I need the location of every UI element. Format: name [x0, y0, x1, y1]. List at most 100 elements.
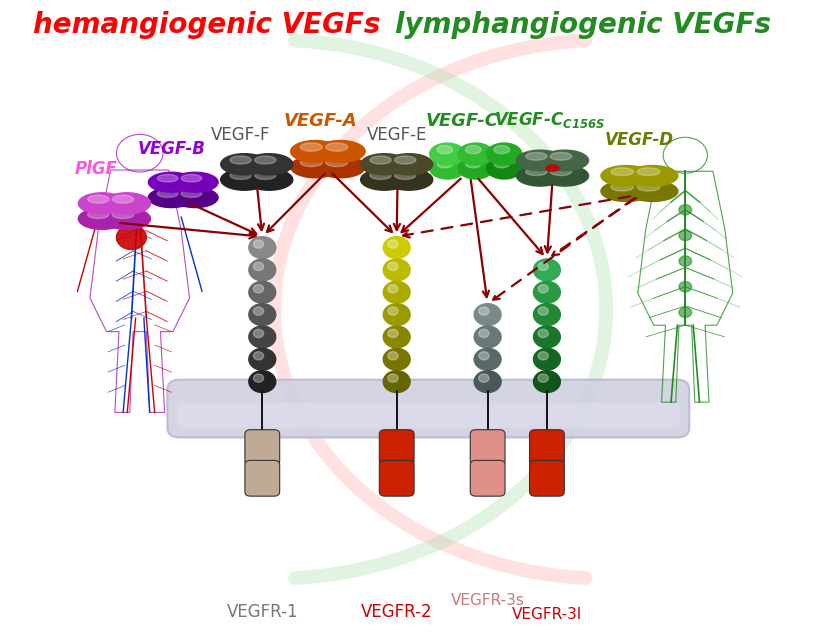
Ellipse shape: [315, 156, 364, 178]
Circle shape: [474, 371, 500, 393]
Ellipse shape: [103, 193, 151, 214]
Ellipse shape: [525, 168, 546, 176]
Ellipse shape: [325, 158, 347, 167]
Ellipse shape: [429, 157, 465, 179]
Ellipse shape: [458, 143, 493, 165]
Ellipse shape: [254, 156, 276, 164]
Ellipse shape: [627, 166, 677, 186]
Ellipse shape: [157, 190, 178, 198]
Ellipse shape: [610, 183, 633, 191]
Text: VEGFR-2: VEGFR-2: [360, 603, 432, 621]
Ellipse shape: [637, 183, 659, 191]
Circle shape: [533, 281, 560, 303]
Circle shape: [533, 326, 560, 348]
Text: VEGF-C$_{\mathregular{C156S}}$: VEGF-C$_{\mathregular{C156S}}$: [493, 109, 604, 129]
Circle shape: [383, 259, 410, 281]
Text: VEGF-F: VEGF-F: [211, 126, 271, 144]
Ellipse shape: [325, 143, 347, 151]
Ellipse shape: [157, 175, 178, 182]
Ellipse shape: [385, 169, 432, 190]
Circle shape: [388, 285, 397, 293]
Ellipse shape: [300, 158, 322, 167]
FancyBboxPatch shape: [469, 460, 504, 496]
Circle shape: [533, 259, 560, 281]
Ellipse shape: [172, 173, 218, 192]
Ellipse shape: [103, 208, 151, 229]
Ellipse shape: [525, 153, 546, 160]
Circle shape: [388, 307, 397, 316]
Circle shape: [678, 205, 691, 215]
Circle shape: [533, 304, 560, 325]
Text: VEGF-C: VEGF-C: [426, 111, 498, 129]
Circle shape: [253, 240, 263, 248]
Circle shape: [248, 326, 276, 348]
Ellipse shape: [465, 146, 480, 154]
Text: VEGFR-3s: VEGFR-3s: [450, 592, 524, 607]
Circle shape: [474, 304, 500, 325]
Circle shape: [253, 329, 263, 337]
Circle shape: [678, 307, 691, 317]
Ellipse shape: [79, 208, 126, 229]
Circle shape: [678, 281, 691, 292]
Ellipse shape: [88, 195, 108, 203]
Text: VEGF-B: VEGF-B: [137, 140, 205, 158]
Circle shape: [479, 374, 489, 383]
Ellipse shape: [315, 140, 364, 162]
Circle shape: [537, 352, 547, 360]
FancyBboxPatch shape: [167, 380, 688, 437]
Text: VEGFR-3l: VEGFR-3l: [511, 607, 581, 622]
Ellipse shape: [245, 169, 292, 190]
Circle shape: [388, 329, 397, 337]
FancyBboxPatch shape: [529, 430, 564, 466]
Circle shape: [388, 374, 397, 383]
Ellipse shape: [436, 160, 452, 168]
Ellipse shape: [369, 171, 391, 180]
FancyBboxPatch shape: [244, 430, 279, 466]
Ellipse shape: [172, 187, 218, 207]
Text: VEGFR-1: VEGFR-1: [226, 603, 298, 621]
FancyBboxPatch shape: [469, 430, 504, 466]
Circle shape: [678, 256, 691, 266]
Ellipse shape: [229, 156, 251, 164]
Circle shape: [383, 348, 410, 370]
Ellipse shape: [220, 154, 267, 175]
Circle shape: [383, 371, 410, 393]
Text: VEGF-E: VEGF-E: [366, 126, 426, 144]
Ellipse shape: [300, 143, 322, 151]
Circle shape: [248, 371, 276, 393]
Ellipse shape: [600, 166, 651, 186]
Circle shape: [383, 236, 410, 258]
Ellipse shape: [148, 173, 194, 192]
Ellipse shape: [627, 181, 677, 202]
Ellipse shape: [637, 168, 659, 176]
Ellipse shape: [229, 171, 251, 180]
Circle shape: [474, 348, 500, 370]
Circle shape: [533, 348, 560, 370]
FancyBboxPatch shape: [529, 460, 564, 496]
Circle shape: [388, 262, 397, 270]
Ellipse shape: [220, 169, 267, 190]
Ellipse shape: [600, 181, 651, 202]
Ellipse shape: [436, 146, 452, 154]
Circle shape: [474, 326, 500, 348]
Ellipse shape: [112, 195, 133, 203]
Ellipse shape: [369, 156, 391, 164]
Circle shape: [248, 236, 276, 258]
Ellipse shape: [79, 193, 126, 214]
Ellipse shape: [291, 156, 339, 178]
Ellipse shape: [545, 164, 559, 172]
Circle shape: [383, 281, 410, 303]
Text: PlGF: PlGF: [75, 160, 118, 178]
Circle shape: [479, 352, 489, 360]
Ellipse shape: [493, 146, 509, 154]
Ellipse shape: [360, 154, 407, 175]
Circle shape: [248, 348, 276, 370]
Circle shape: [248, 259, 276, 281]
FancyBboxPatch shape: [244, 460, 279, 496]
FancyBboxPatch shape: [379, 430, 414, 466]
Circle shape: [253, 262, 263, 270]
FancyBboxPatch shape: [379, 460, 414, 496]
Circle shape: [383, 304, 410, 325]
Ellipse shape: [88, 211, 108, 218]
Ellipse shape: [465, 160, 480, 168]
